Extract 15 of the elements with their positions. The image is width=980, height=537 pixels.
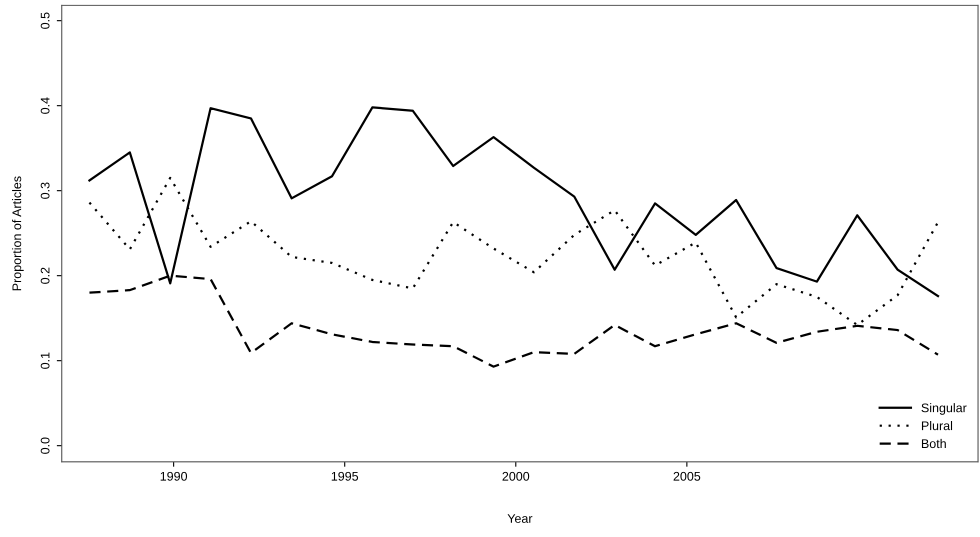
y-tick-label: 0.0 bbox=[40, 437, 50, 454]
y-tick-label: 0.5 bbox=[40, 12, 50, 29]
legend-label: Both bbox=[922, 438, 946, 448]
y-tick-label: 0.3 bbox=[40, 182, 50, 199]
x-tick-label: 2005 bbox=[674, 472, 700, 481]
legend-label: Singular bbox=[922, 403, 967, 415]
y-tick-label: 0.1 bbox=[40, 352, 50, 369]
y-tick-label: 0.4 bbox=[40, 97, 50, 114]
x-tick-label: 2000 bbox=[502, 472, 530, 481]
x-tick-label: 1990 bbox=[160, 472, 188, 481]
legend-label: Plural bbox=[922, 421, 952, 430]
y-tick-label: 0.2 bbox=[40, 268, 50, 284]
x-axis-title: Year bbox=[508, 514, 532, 523]
x-tick-label: 1995 bbox=[332, 472, 358, 481]
y-axis-title: Proportion of Articles bbox=[12, 176, 24, 290]
